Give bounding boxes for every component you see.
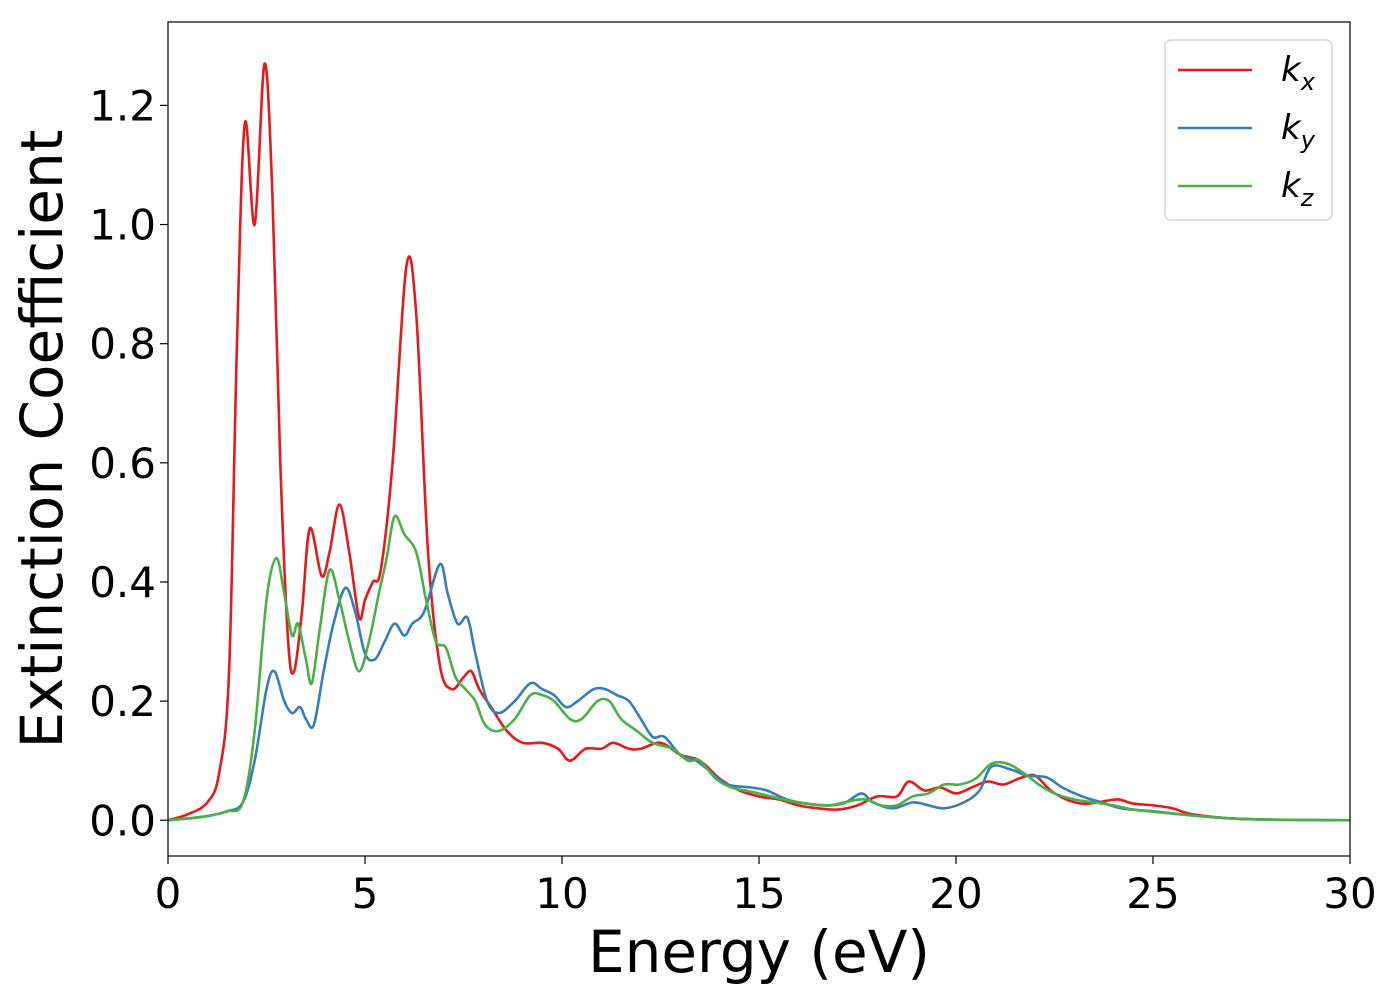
y-tick-label: 0.6 (89, 439, 156, 488)
x-axis-ticks: 0 5 10 15 20 25 30 (155, 856, 1377, 918)
series-layer (167, 62, 1351, 822)
x-tick-label: 10 (535, 869, 588, 918)
y-tick-label: 1.0 (89, 201, 156, 250)
legend-box (1164, 39, 1333, 221)
series-line-kx (167, 62, 1351, 822)
series-line-kz (167, 514, 1351, 822)
y-tick-label: 0.0 (89, 796, 156, 845)
y-tick-label: 0.4 (89, 558, 156, 607)
y-tick-label: 0.8 (89, 320, 156, 369)
y-tick-label: 0.2 (89, 677, 156, 726)
x-tick-label: 20 (929, 869, 982, 918)
y-tick-label: 1.2 (89, 81, 156, 130)
x-tick-label: 30 (1323, 869, 1376, 918)
x-axis-title: Energy (eV) (588, 918, 930, 986)
x-tick-label: 0 (155, 869, 182, 918)
series-line-ky (167, 562, 1351, 822)
legend-label-kz: kz (1281, 166, 1315, 212)
x-tick-label: 5 (352, 869, 379, 918)
y-axis-ticks: 0.0 0.2 0.4 0.6 0.8 1.0 1.2 (89, 81, 168, 845)
y-axis-title: Extinction Coefficient (8, 130, 76, 749)
x-tick-label: 15 (732, 869, 785, 918)
x-tick-label: 25 (1126, 869, 1179, 918)
